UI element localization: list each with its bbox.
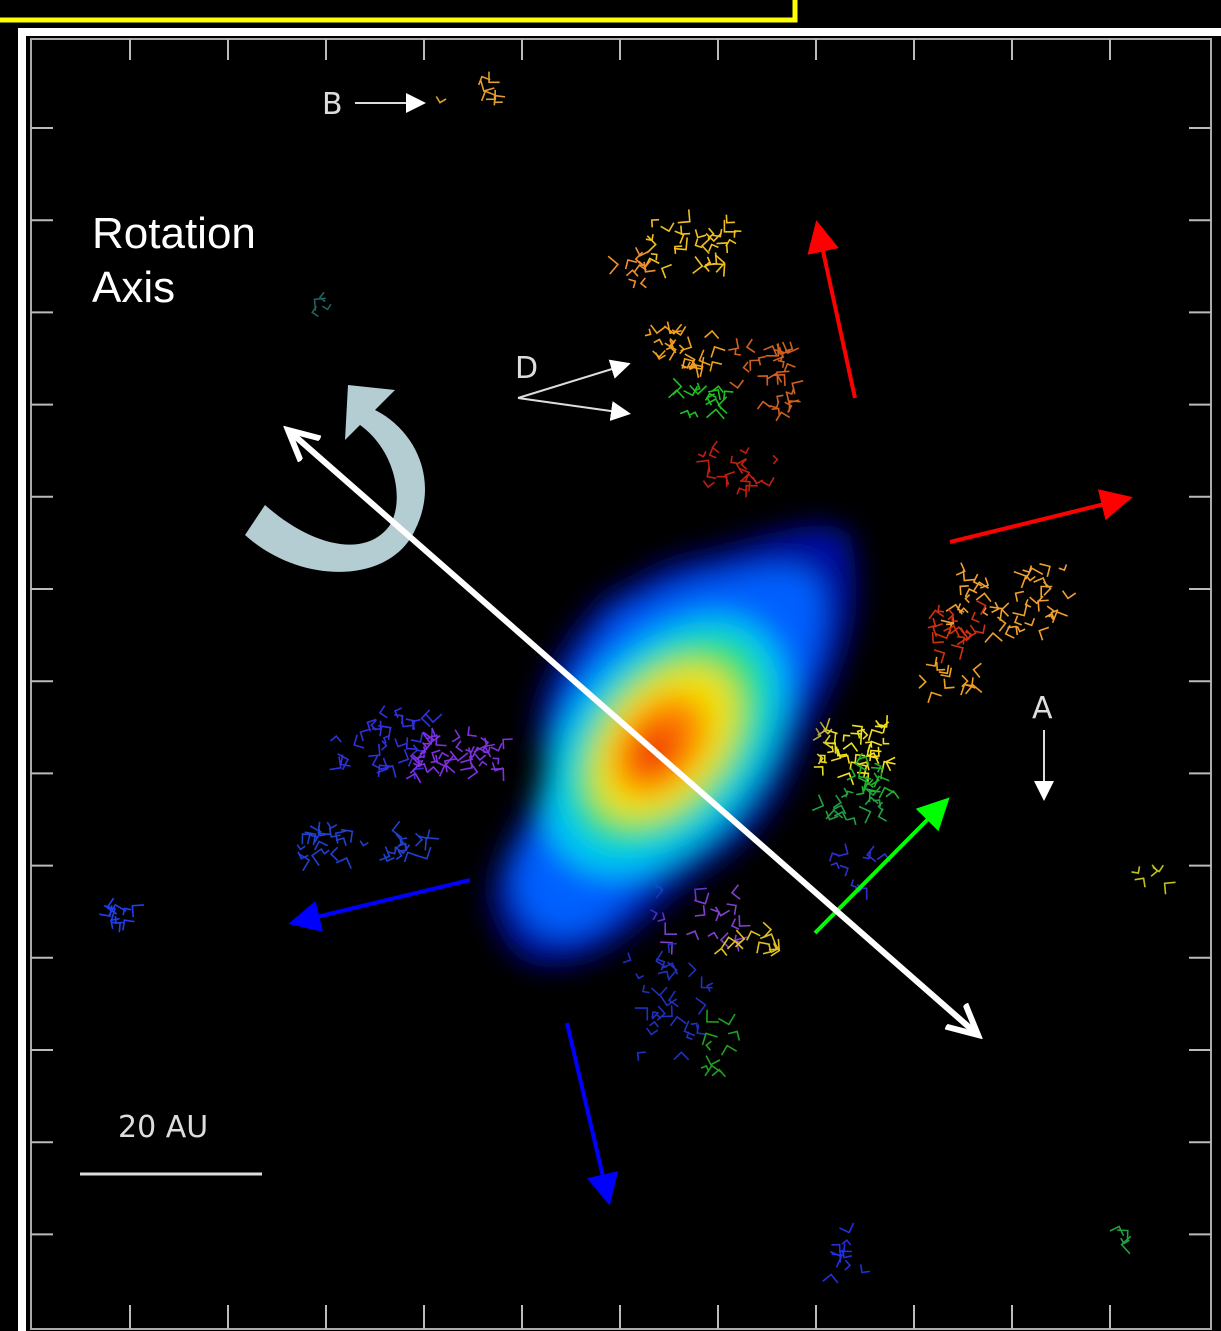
label-b: B — [322, 87, 343, 122]
highlight-box — [0, 0, 795, 20]
label-a: A — [1032, 691, 1053, 726]
label-d: D — [515, 351, 538, 386]
page: B D A 20 AU Rotation Axis (() => { const… — [0, 0, 1221, 1331]
scale-bar-label: 20 AU — [118, 1110, 208, 1145]
figure: B D A 20 AU — [0, 0, 1221, 1331]
rotation-axis-label: Rotation Axis — [92, 207, 292, 315]
